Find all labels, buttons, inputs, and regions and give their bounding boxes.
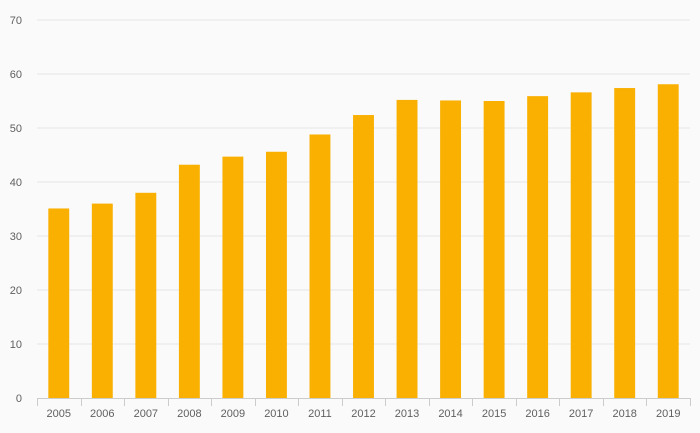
x-tick-label: 2013 <box>395 408 419 420</box>
bar-2019 <box>657 84 679 398</box>
y-tick-label: 40 <box>10 177 22 189</box>
y-tick-label: 30 <box>10 231 22 243</box>
bar-2011 <box>309 134 331 399</box>
bars <box>48 84 679 399</box>
x-tick-label: 2010 <box>264 408 288 420</box>
x-tick-label: 2016 <box>525 408 549 420</box>
x-tick-label: 2015 <box>482 408 506 420</box>
y-tick-label: 20 <box>10 285 22 297</box>
y-axis: 0 10 20 30 40 50 60 70 <box>10 15 22 405</box>
x-tick-label: 2008 <box>177 408 201 420</box>
y-tick-label: 50 <box>10 123 22 135</box>
y-tick-label: 60 <box>10 69 22 81</box>
x-tick-label: 2012 <box>351 408 375 420</box>
bar-2012 <box>353 115 374 398</box>
bar-2009 <box>222 156 244 398</box>
y-tick-label: 0 <box>16 393 22 405</box>
bar-2008 <box>178 164 200 398</box>
x-tick-label: 2017 <box>569 408 593 420</box>
bar-2017 <box>570 92 592 399</box>
x-tick-label: 2014 <box>438 408 462 420</box>
bar-2015 <box>483 101 505 398</box>
x-tick-label: 2018 <box>612 408 636 420</box>
x-tick-label: 2011 <box>308 408 332 420</box>
x-tick-label: 2007 <box>134 408 158 420</box>
x-tick-label: 2005 <box>47 408 71 420</box>
bar-2006 <box>91 203 113 398</box>
bar-2016 <box>527 96 549 398</box>
bar-2014 <box>440 100 462 399</box>
y-tick-label: 10 <box>10 339 22 351</box>
x-tick-label: 2006 <box>90 408 114 420</box>
bar-2007 <box>135 192 157 398</box>
bar-2010 <box>265 151 287 398</box>
x-tick-label: 2019 <box>656 408 680 420</box>
bar-2018 <box>614 88 636 398</box>
x-tick-label: 2009 <box>221 408 245 420</box>
bar-2013 <box>396 99 418 399</box>
y-tick-label: 70 <box>10 15 22 27</box>
x-axis: 2005 2006 2007 2008 2009 2010 2011 2012 2013 2014… <box>37 398 691 420</box>
bar-2005 <box>48 208 70 398</box>
